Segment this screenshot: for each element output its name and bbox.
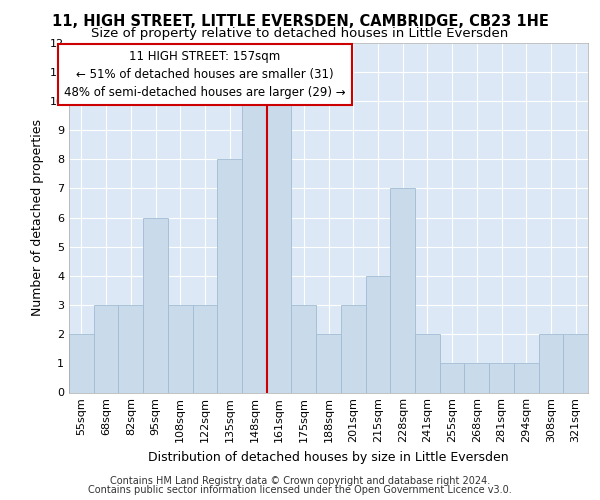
X-axis label: Distribution of detached houses by size in Little Eversden: Distribution of detached houses by size … — [148, 451, 509, 464]
Text: Size of property relative to detached houses in Little Eversden: Size of property relative to detached ho… — [91, 28, 509, 40]
Bar — [168, 305, 193, 392]
Text: Contains public sector information licensed under the Open Government Licence v3: Contains public sector information licen… — [88, 485, 512, 495]
Bar — [118, 305, 143, 392]
Bar — [267, 101, 292, 392]
Bar — [316, 334, 341, 392]
Bar — [464, 364, 489, 392]
Bar — [514, 364, 539, 392]
Bar — [193, 305, 217, 392]
Bar — [341, 305, 365, 392]
Bar — [489, 364, 514, 392]
Bar — [217, 159, 242, 392]
Text: 11, HIGH STREET, LITTLE EVERSDEN, CAMBRIDGE, CB23 1HE: 11, HIGH STREET, LITTLE EVERSDEN, CAMBRI… — [52, 14, 548, 29]
Bar — [440, 364, 464, 392]
Bar — [292, 305, 316, 392]
Bar — [539, 334, 563, 392]
Bar — [365, 276, 390, 392]
Text: Contains HM Land Registry data © Crown copyright and database right 2024.: Contains HM Land Registry data © Crown c… — [110, 476, 490, 486]
Text: 11 HIGH STREET: 157sqm
← 51% of detached houses are smaller (31)
48% of semi-det: 11 HIGH STREET: 157sqm ← 51% of detached… — [64, 50, 346, 99]
Bar — [94, 305, 118, 392]
Bar — [563, 334, 588, 392]
Y-axis label: Number of detached properties: Number of detached properties — [31, 119, 44, 316]
Bar — [69, 334, 94, 392]
Bar — [390, 188, 415, 392]
Bar — [415, 334, 440, 392]
Bar — [242, 101, 267, 392]
Bar — [143, 218, 168, 392]
